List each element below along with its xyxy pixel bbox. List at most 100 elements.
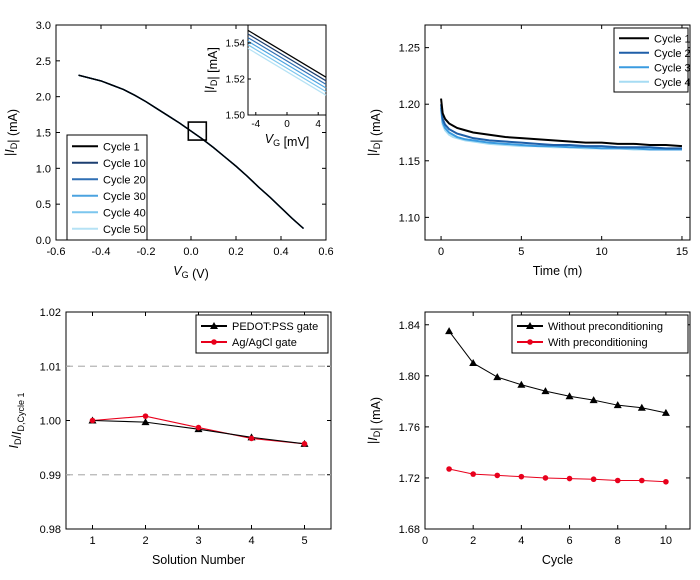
chart-2-legend-label: Cycle 3 xyxy=(654,62,691,74)
chart-3-ytick-label: 1.00 xyxy=(40,416,61,428)
chart-1-zoom-box xyxy=(187,121,208,141)
chart-3-ytick-label: 0.99 xyxy=(40,470,61,482)
chart-4-point xyxy=(493,373,502,381)
chart-4: 0 2 4 6 8 10 1.68 1.72 1.76 1.80 1.84 Cycle |ID| (mA… xyxy=(366,311,691,567)
chart-3-legend-marker xyxy=(210,322,218,329)
chart-4-xtick-label: 8 xyxy=(615,535,621,547)
chart-3-point xyxy=(141,418,150,426)
chart-1-ytick-label: 0.0 xyxy=(36,235,51,247)
chart-4-point xyxy=(663,478,669,485)
chart-4-legend-marker xyxy=(526,322,534,329)
chart-1-legend-label: Cycle 40 xyxy=(103,207,146,219)
chart-4-point xyxy=(470,471,476,477)
chart-3-ytick-label: 1.01 xyxy=(40,361,61,373)
chart-4-xtick-label: 2 xyxy=(470,535,476,547)
chart-1-ytick-label: 3.0 xyxy=(36,20,51,32)
chart-1-series-line xyxy=(78,74,304,230)
chart-3: 1 2 3 4 5 0.98 0.99 1.00 1.01 1.02 Solution Number… xyxy=(7,307,332,567)
chart-1-xtick-label: 0.2 xyxy=(228,246,243,258)
chart-1-xtick-label: 0.0 xyxy=(183,246,198,258)
chart-3-ytick-label: 1.02 xyxy=(40,307,61,319)
chart-1-inset-series-line xyxy=(247,47,327,96)
chart-1-inset-series-line xyxy=(247,33,327,82)
chart-1-inset-series-line xyxy=(247,40,327,89)
chart-1-inset: -4 0 4 1.50 1.52 1.54 VG [mV] |ID| [mA] xyxy=(203,24,327,149)
chart-3-point xyxy=(248,435,255,442)
chart-1-inset-xtick-label: -4 xyxy=(251,119,260,130)
chart-2-series-line xyxy=(440,109,682,151)
chart-2: 0 5 10 15 1.10 1.15 1.20 1.25 Time (m) |ID| (mA) C… xyxy=(366,24,691,278)
chart-1-xtick-label: 0.4 xyxy=(273,246,288,258)
chart-4-point xyxy=(517,380,526,388)
chart-4-point xyxy=(589,396,598,404)
chart-1-xtick-label: 0.6 xyxy=(318,246,333,258)
chart-4-xlabel: Cycle xyxy=(542,553,573,567)
chart-2-series-line xyxy=(440,107,682,151)
chart-3-point xyxy=(301,441,308,447)
chart-1-legend-label: Cycle 30 xyxy=(103,191,146,203)
chart-1-inset-xlabel: VG [mV] xyxy=(265,132,310,149)
chart-4-point xyxy=(614,477,621,484)
chart-2-legend-label: Cycle 1 xyxy=(654,33,691,45)
chart-1-ytick-label: 1.5 xyxy=(36,128,51,140)
chart-1-ytick-label: 1.0 xyxy=(36,163,51,175)
chart-1-inset-series-line xyxy=(247,37,327,85)
chart-4-xtick-label: 10 xyxy=(660,535,672,547)
chart-3-point xyxy=(195,424,202,431)
chart-1-inset-xtick-label: 0 xyxy=(284,119,290,130)
chart-1-xlabel: VG (V) xyxy=(173,264,209,281)
chart-4-ytick-label: 1.76 xyxy=(399,422,420,434)
chart-1-ytick-label: 2.5 xyxy=(36,56,51,68)
chart-4-point xyxy=(446,466,452,472)
chart-4-legend-label: With preconditioning xyxy=(548,337,648,349)
chart-4-frame xyxy=(424,311,691,530)
chart-4-point xyxy=(566,475,573,482)
chart-4-point xyxy=(613,401,622,409)
chart-1-legend-label: Cycle 1 xyxy=(103,141,140,153)
chart-2-xlabel: Time (m) xyxy=(533,264,583,278)
chart-4-ytick-label: 1.80 xyxy=(399,371,420,383)
chart-3-legend-label: Ag/AgCl gate xyxy=(232,337,297,349)
chart-3-legend xyxy=(195,314,329,354)
chart-4-point xyxy=(590,476,597,483)
chart-4-point xyxy=(494,472,501,479)
chart-1-ylabel: |ID| (mA) xyxy=(3,109,20,156)
chart-4-ytick-label: 1.72 xyxy=(399,473,420,485)
chart-1: -0.6 -0.4 -0.2 0.0 0.2 0.4 0.6 0.0 0.5 1.0 1.5 2.0 2… xyxy=(3,20,334,281)
chart-1-xtick-label: -0.4 xyxy=(92,246,111,258)
chart-3-xlabel: Solution Number xyxy=(152,553,245,567)
chart-3-xtick-label: 4 xyxy=(248,535,254,547)
chart-2-series-line xyxy=(440,98,683,148)
chart-1-legend-label: Cycle 10 xyxy=(103,158,146,170)
chart-4-point xyxy=(445,327,454,335)
chart-4-point xyxy=(541,387,550,395)
chart-1-inset-series-line xyxy=(247,44,327,93)
chart-4-xtick-label: 6 xyxy=(566,535,572,547)
chart-1-inset-ytick-label: 1.52 xyxy=(226,75,246,86)
chart-2-ytick-label: 1.15 xyxy=(399,156,420,168)
chart-3-point xyxy=(89,417,96,424)
chart-2-xtick-label: 10 xyxy=(596,246,608,258)
chart-4-point xyxy=(542,475,549,481)
chart-4-ylabel: |ID| (mA) xyxy=(366,397,383,444)
chart-1-legend xyxy=(66,134,148,241)
chart-3-xtick-label: 3 xyxy=(195,535,201,547)
chart-1-xtick-label: -0.2 xyxy=(137,246,156,258)
chart-4-point xyxy=(637,403,646,411)
chart-2-ytick-label: 1.25 xyxy=(399,43,420,55)
chart-2-xtick-label: 15 xyxy=(676,246,688,258)
chart-1-legend-label: Cycle 20 xyxy=(103,174,146,186)
chart-1-inset-ytick-label: 1.54 xyxy=(226,39,246,50)
chart-2-ytick-label: 1.10 xyxy=(399,212,420,224)
chart-4-legend-label: Without preconditioning xyxy=(548,321,663,333)
chart-4-xtick-label: 0 xyxy=(422,535,428,547)
chart-1-inset-ytick-label: 1.50 xyxy=(226,111,246,122)
chart-4-ytick-label: 1.84 xyxy=(399,320,420,332)
chart-2-legend-label: Cycle 4 xyxy=(654,77,691,89)
chart-4-point xyxy=(661,408,670,416)
chart-3-ylabel: ID/ID,Cycle 1 xyxy=(7,393,26,449)
chart-2-frame xyxy=(424,24,691,241)
chart-2-xtick-label: 5 xyxy=(518,246,524,258)
chart-3-point xyxy=(142,413,149,419)
